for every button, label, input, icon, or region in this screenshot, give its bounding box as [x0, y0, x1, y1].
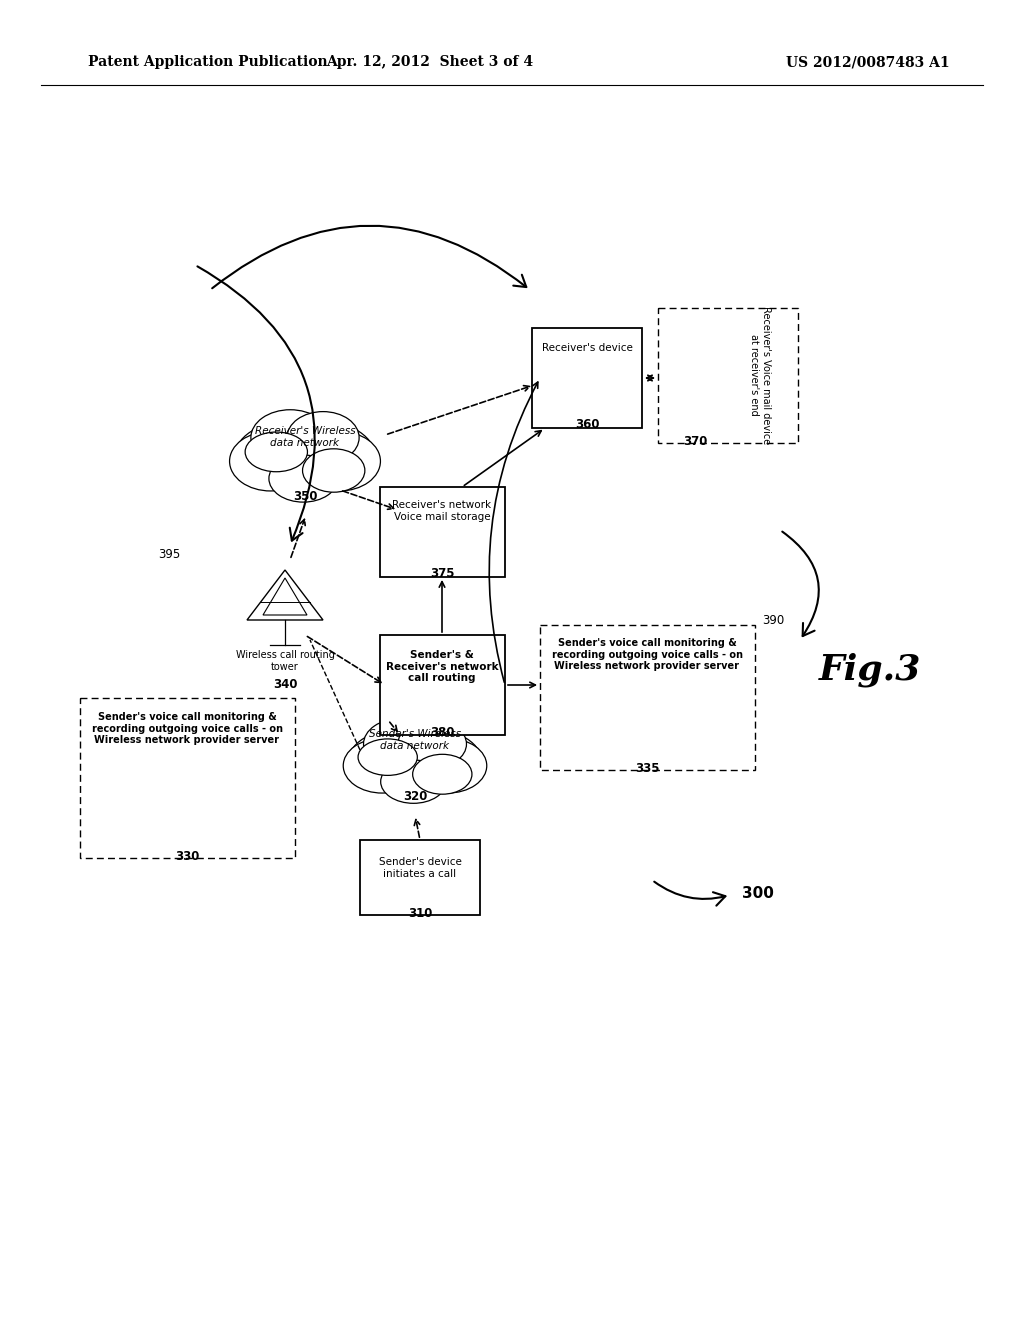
Ellipse shape — [287, 412, 359, 463]
Bar — [360, 840, 480, 915]
Text: Apr. 12, 2012  Sheet 3 of 4: Apr. 12, 2012 Sheet 3 of 4 — [327, 55, 534, 69]
Text: Sender's &
Receiver's network
call routing: Sender's & Receiver's network call routi… — [386, 649, 499, 684]
Text: Wireless call routing
tower: Wireless call routing tower — [236, 649, 335, 672]
Bar — [80, 698, 295, 858]
Text: Sender's voice call monitoring &
recording outgoing voice calls - on
Wireless ne: Sender's voice call monitoring & recordi… — [552, 638, 742, 671]
Bar — [380, 487, 505, 577]
Ellipse shape — [343, 738, 421, 793]
FancyArrowPatch shape — [198, 267, 314, 541]
Ellipse shape — [358, 739, 418, 775]
Bar — [380, 635, 505, 735]
Text: Receiver's Voice mail device
at receiver's end: Receiver's Voice mail device at receiver… — [750, 306, 771, 444]
Ellipse shape — [398, 721, 467, 768]
Text: 340: 340 — [272, 678, 297, 690]
Text: Sender's Wireless
data network: Sender's Wireless data network — [369, 729, 461, 751]
Text: Fig.3: Fig.3 — [819, 653, 922, 688]
Text: 375: 375 — [430, 568, 455, 579]
Ellipse shape — [298, 432, 381, 491]
Text: Sender's voice call monitoring &
recording outgoing voice calls - on
Wireless ne: Sender's voice call monitoring & recordi… — [91, 711, 283, 746]
Ellipse shape — [413, 754, 472, 795]
Bar — [540, 624, 755, 770]
Text: 330: 330 — [175, 850, 200, 863]
Text: 395: 395 — [158, 549, 180, 561]
Ellipse shape — [245, 432, 307, 471]
Ellipse shape — [251, 409, 330, 466]
Text: 360: 360 — [574, 418, 599, 432]
Ellipse shape — [349, 726, 481, 795]
Bar — [658, 308, 798, 444]
Text: Sender's device
initiates a call: Sender's device initiates a call — [379, 857, 462, 879]
Text: 350: 350 — [293, 490, 317, 503]
Ellipse shape — [229, 432, 311, 491]
Text: Receiver's network
Voice mail storage: Receiver's network Voice mail storage — [392, 500, 492, 521]
Text: 380: 380 — [430, 726, 455, 739]
Text: Receiver's device: Receiver's device — [542, 343, 633, 352]
FancyArrowPatch shape — [654, 882, 725, 906]
Text: 390: 390 — [762, 614, 784, 627]
Ellipse shape — [381, 760, 446, 804]
Text: 300: 300 — [742, 886, 774, 900]
FancyArrowPatch shape — [782, 532, 819, 636]
Ellipse shape — [236, 418, 375, 492]
Bar — [532, 327, 642, 428]
Text: 310: 310 — [408, 907, 432, 920]
Ellipse shape — [364, 718, 438, 770]
Text: 320: 320 — [402, 789, 427, 803]
Ellipse shape — [302, 449, 365, 492]
Text: Patent Application Publication: Patent Application Publication — [88, 55, 328, 69]
Ellipse shape — [409, 738, 486, 793]
Ellipse shape — [269, 455, 338, 502]
Text: US 2012/0087483 A1: US 2012/0087483 A1 — [786, 55, 950, 69]
Text: 370: 370 — [683, 436, 708, 447]
FancyArrowPatch shape — [212, 226, 526, 288]
Text: Receiver's Wireless
data network: Receiver's Wireless data network — [255, 426, 355, 447]
Text: 335: 335 — [635, 762, 659, 775]
